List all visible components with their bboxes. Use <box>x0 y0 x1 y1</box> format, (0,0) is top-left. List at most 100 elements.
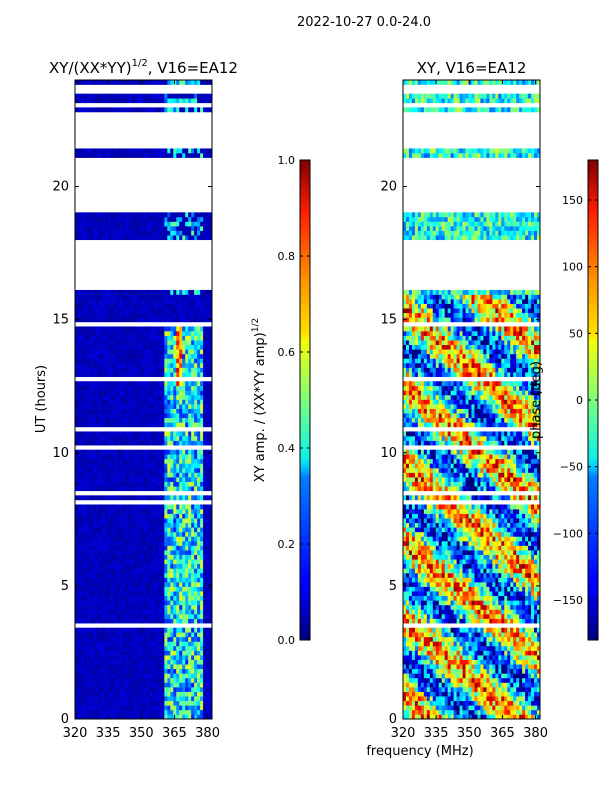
left-heatmap-cell <box>191 563 195 569</box>
left-heatmap-cell <box>77 614 82 619</box>
left-heatmap-cell <box>131 335 135 341</box>
left-heatmap-cell <box>194 600 198 606</box>
left-heatmap-cell <box>194 481 198 487</box>
left-heatmap-cell <box>75 353 79 359</box>
left-heatmap-cell <box>75 673 79 679</box>
left-heatmap-cell <box>104 595 109 601</box>
left-heatmap-cell <box>83 481 88 487</box>
left-heatmap-cell <box>191 687 195 692</box>
left-heatmap-cell <box>134 559 138 565</box>
left-heatmap-cell <box>101 417 106 423</box>
left-heatmap-cell <box>110 367 115 373</box>
left-heatmap-cell <box>191 417 195 423</box>
left-heatmap-cell <box>176 431 180 437</box>
left-heatmap-cell <box>92 668 97 674</box>
left-heatmap-cell <box>164 340 168 346</box>
left-heatmap-cell <box>80 659 85 665</box>
left-heatmap-cell <box>131 659 135 665</box>
left-heatmap-cell <box>170 80 174 85</box>
left-heatmap-cell <box>77 454 82 460</box>
left-heatmap-cell <box>89 673 94 679</box>
left-heatmap-cell <box>107 595 112 601</box>
right-heatmap-cell <box>513 714 517 719</box>
right-heatmap-cell <box>447 709 452 715</box>
left-heatmap-cell <box>179 467 183 473</box>
left-heatmap-cell <box>170 440 174 446</box>
left-heatmap-cell <box>89 422 94 428</box>
left-heatmap-cell <box>185 568 189 574</box>
left-heatmap-cell <box>122 107 127 113</box>
left-heatmap-cell <box>173 221 177 227</box>
left-heatmap-cell <box>176 632 180 638</box>
left-heatmap-cell <box>197 600 201 606</box>
left-heatmap-cell <box>182 458 186 464</box>
left-heatmap-cell <box>119 595 124 601</box>
left-heatmap-cell <box>134 572 138 578</box>
right-heatmap-cell <box>403 709 407 715</box>
left-heatmap-cell <box>188 522 192 528</box>
left-heatmap-cell <box>86 536 91 542</box>
left-heatmap-cell <box>188 591 192 597</box>
left-heatmap-cell <box>80 148 85 154</box>
left-heatmap-cell <box>128 399 132 405</box>
left-heatmap-cell <box>194 572 198 578</box>
left-heatmap-cell <box>110 372 115 377</box>
left-heatmap-cell <box>134 614 138 619</box>
left-heatmap-cell <box>134 153 138 158</box>
right-heatmap-cell <box>435 677 440 683</box>
left-heatmap-cell <box>143 463 147 469</box>
left-heatmap-cell <box>137 659 141 665</box>
left-heatmap-cell <box>125 353 130 359</box>
right-heatmap-cell <box>435 705 440 711</box>
left-heatmap-cell <box>110 709 115 715</box>
left-heatmap-cell <box>143 540 147 546</box>
left-heatmap-cell <box>206 563 210 569</box>
left-heatmap-cell <box>173 153 177 158</box>
left-heatmap-cell <box>131 399 135 405</box>
left-heatmap-cell <box>188 705 192 711</box>
left-heatmap-cell <box>206 230 210 236</box>
left-heatmap-cell <box>125 513 130 519</box>
left-heatmap-cell <box>209 627 212 633</box>
left-heatmap-cell <box>167 664 171 670</box>
left-heatmap-cell <box>191 636 195 642</box>
left-heatmap-cell <box>173 331 177 336</box>
left-heatmap-cell <box>167 645 171 651</box>
left-heatmap-cell <box>110 431 115 437</box>
left-heatmap-cell <box>152 230 156 236</box>
left-heatmap-cell <box>146 385 150 391</box>
left-heatmap-cell <box>188 458 192 464</box>
right-heatmap-cell <box>447 714 452 719</box>
left-heatmap-cell <box>137 235 141 241</box>
left-heatmap-cell <box>95 212 100 218</box>
left-heatmap-cell <box>75 349 79 355</box>
left-heatmap-cell <box>128 308 132 314</box>
left-heatmap-cell <box>209 335 212 341</box>
left-heatmap-cell <box>80 80 85 85</box>
right-heatmap-cell <box>525 714 529 719</box>
left-heatmap-cell <box>80 212 85 218</box>
left-heatmap-cell <box>80 326 85 332</box>
left-heatmap-cell <box>161 636 165 642</box>
left-heatmap-cell <box>125 358 130 364</box>
left-heatmap-cell <box>164 550 168 555</box>
left-heatmap-cell <box>86 563 91 569</box>
left-heatmap-cell <box>146 696 150 702</box>
left-heatmap-cell <box>173 687 177 692</box>
left-heatmap-cell <box>131 289 135 295</box>
left-heatmap-cell <box>107 586 112 592</box>
left-heatmap-cell <box>128 212 132 218</box>
left-heatmap-cell <box>194 404 198 409</box>
left-heatmap-cell <box>158 353 162 359</box>
right-heatmap-cell <box>516 700 520 706</box>
right-heatmap-cell <box>462 709 466 715</box>
left-heatmap-cell <box>77 536 82 542</box>
left-heatmap-cell <box>143 550 147 555</box>
left-heatmap-cell <box>77 714 82 719</box>
left-heatmap-cell <box>152 463 156 469</box>
left-heatmap-cell <box>131 636 135 642</box>
left-heatmap-cell <box>137 440 141 446</box>
left-heatmap-cell <box>149 107 153 113</box>
left-heatmap-cell <box>197 372 201 377</box>
left-heatmap-cell <box>101 367 106 373</box>
